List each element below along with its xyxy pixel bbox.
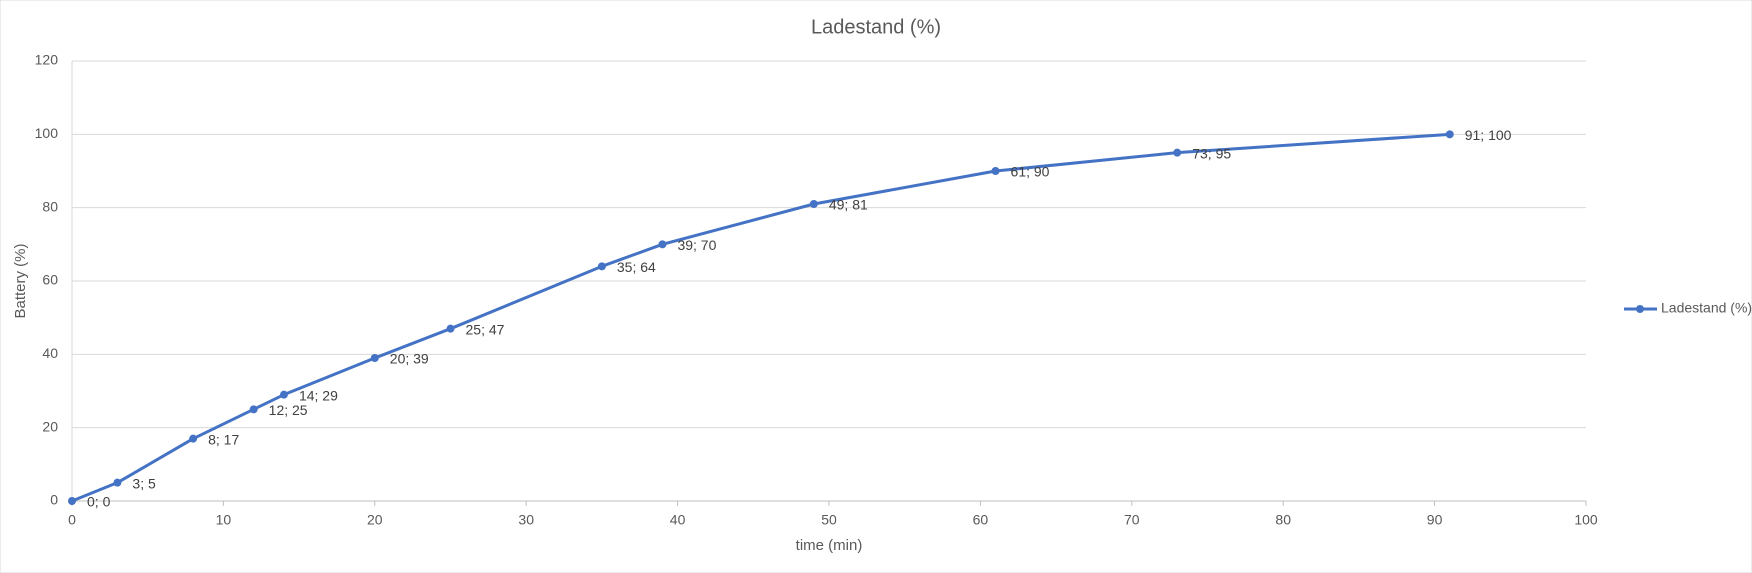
data-label: 14; 29 bbox=[299, 387, 338, 403]
data-label: 3; 5 bbox=[132, 475, 156, 491]
x-tick-label: 40 bbox=[670, 512, 686, 528]
data-label: 8; 17 bbox=[208, 431, 239, 447]
x-tick-label: 60 bbox=[973, 512, 989, 528]
data-point bbox=[68, 497, 76, 505]
y-axis-label: Battery (%) bbox=[12, 243, 29, 318]
x-tick-label: 0 bbox=[68, 512, 76, 528]
data-point bbox=[597, 262, 606, 271]
x-tick-label: 90 bbox=[1427, 512, 1443, 528]
data-point bbox=[446, 324, 455, 333]
x-tick-label: 30 bbox=[518, 512, 534, 528]
data-label: 12; 25 bbox=[269, 402, 308, 418]
data-label: 0; 0 bbox=[87, 494, 111, 510]
data-label: 91; 100 bbox=[1465, 127, 1512, 143]
data-point bbox=[1173, 148, 1182, 157]
data-label: 73; 95 bbox=[1192, 145, 1231, 161]
x-tick-label: 100 bbox=[1574, 512, 1598, 528]
x-tick-label: 70 bbox=[1124, 512, 1140, 528]
y-tick-label: 100 bbox=[35, 125, 59, 141]
y-tick-label: 40 bbox=[42, 345, 58, 361]
data-point bbox=[279, 390, 288, 399]
x-tick-label: 50 bbox=[821, 512, 837, 528]
data-point bbox=[189, 434, 198, 443]
data-label: 61; 90 bbox=[1011, 164, 1050, 180]
data-label: 25; 47 bbox=[466, 321, 505, 337]
data-label: 49; 81 bbox=[829, 197, 868, 213]
y-tick-label: 80 bbox=[42, 198, 58, 214]
x-axis-label: time (min) bbox=[796, 537, 863, 554]
data-label: 20; 39 bbox=[390, 351, 429, 367]
y-tick-label: 20 bbox=[42, 418, 58, 434]
x-tick-label: 10 bbox=[216, 512, 232, 528]
data-label: 35; 64 bbox=[617, 259, 656, 275]
x-tick-label: 80 bbox=[1275, 512, 1291, 528]
chart-title: Ladestand (%) bbox=[811, 16, 941, 38]
data-point bbox=[249, 405, 258, 414]
y-tick-label: 0 bbox=[50, 492, 58, 508]
data-point bbox=[991, 167, 1000, 175]
data-point bbox=[113, 478, 122, 487]
data-point bbox=[1445, 130, 1454, 139]
x-tick-label: 20 bbox=[367, 512, 383, 528]
data-point bbox=[809, 200, 818, 208]
legend-label: Ladestand (%) bbox=[1661, 300, 1752, 316]
y-tick-label: 60 bbox=[42, 272, 58, 288]
legend-marker bbox=[1636, 305, 1644, 313]
data-point bbox=[370, 354, 379, 362]
data-point bbox=[658, 240, 667, 249]
y-tick-label: 120 bbox=[35, 52, 59, 68]
data-label: 39; 70 bbox=[677, 237, 716, 253]
